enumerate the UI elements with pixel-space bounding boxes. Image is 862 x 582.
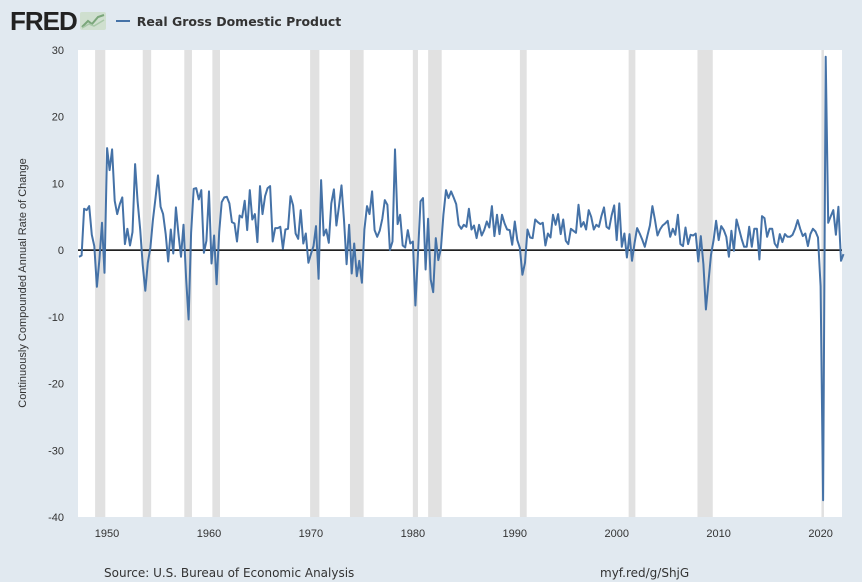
y-tick-label: -10 (48, 312, 64, 324)
short-link[interactable]: myf.red/g/ShjG (600, 566, 690, 580)
fred-logo-chart-icon (79, 12, 106, 30)
legend-label: Real Gross Domestic Product (136, 13, 342, 29)
x-tick-label: 1990 (503, 528, 527, 540)
x-tick-label: 1950 (95, 528, 119, 540)
y-tick-label: 20 (52, 112, 64, 124)
series-line-real-gdp (78, 55, 845, 502)
x-tick-label: 2020 (808, 528, 832, 540)
y-tick-label: -20 (48, 379, 64, 391)
recession-band (184, 50, 192, 517)
fred-logo[interactable]: FRED (10, 5, 78, 36)
x-tick-label: 1970 (299, 528, 323, 540)
legend[interactable]: Real Gross Domestic Product (115, 13, 342, 29)
recession-band (142, 50, 152, 517)
x-tick-label: 2000 (604, 528, 628, 540)
recession-band (95, 50, 106, 517)
recession-band (310, 50, 320, 517)
recession-band (428, 50, 442, 517)
y-axis-ticks: -40 -30 -20 -10 0 10 20 30 (48, 45, 64, 524)
y-tick-label: 0 (58, 245, 64, 257)
legend-swatch (115, 20, 130, 22)
y-tick-label: 10 (52, 178, 64, 190)
y-axis-label: Continuously Compounded Annual Rate of C… (17, 158, 29, 408)
y-tick-label: -40 (48, 512, 64, 524)
x-tick-label: 1980 (401, 528, 425, 540)
x-axis-ticks: 1950 1960 1970 1980 1990 2000 2010 2020 (95, 528, 833, 540)
x-tick-label: 1960 (197, 528, 221, 540)
y-tick-label: 30 (52, 45, 64, 57)
recession-band (821, 50, 824, 517)
recession-band (628, 50, 636, 517)
y-tick-label: -30 (48, 445, 64, 457)
source-note: Source: U.S. Bureau of Economic Analysis (104, 566, 355, 580)
x-tick-label: 2010 (706, 528, 730, 540)
chart-header: FRED Real Gross Domestic Product (10, 6, 341, 36)
recession-band (349, 50, 364, 517)
recession-band (519, 50, 527, 517)
plot-area (78, 50, 842, 517)
